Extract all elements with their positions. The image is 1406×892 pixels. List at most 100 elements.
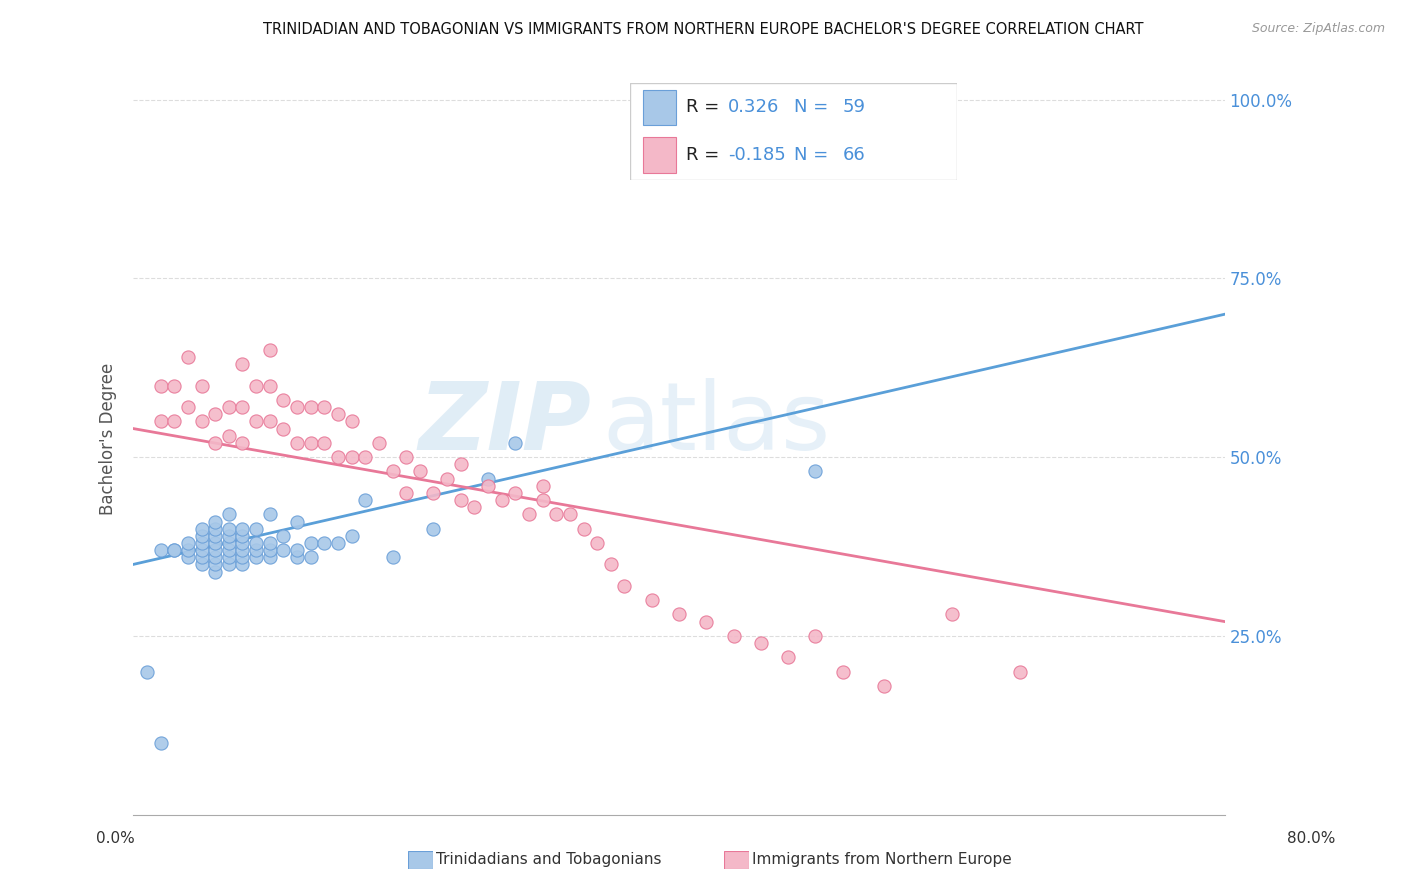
Point <box>395 450 418 465</box>
Point <box>695 615 717 629</box>
Point <box>231 543 253 558</box>
Point <box>450 458 472 472</box>
Point <box>259 414 281 428</box>
Text: 0.0%: 0.0% <box>96 831 135 846</box>
Point <box>231 436 253 450</box>
Point <box>245 536 267 550</box>
Point <box>477 472 499 486</box>
Text: Trinidadians and Tobagonians: Trinidadians and Tobagonians <box>436 853 661 867</box>
Point <box>668 607 690 622</box>
Point <box>381 465 404 479</box>
Point <box>749 636 772 650</box>
Point <box>285 550 308 565</box>
Point <box>477 479 499 493</box>
Point <box>314 400 336 414</box>
Point <box>395 486 418 500</box>
Point <box>163 378 186 392</box>
Point <box>218 529 240 543</box>
Point <box>599 558 621 572</box>
Point <box>190 529 212 543</box>
Point <box>463 500 485 515</box>
Point <box>546 508 568 522</box>
Point <box>177 400 200 414</box>
Point <box>314 436 336 450</box>
Point <box>505 436 527 450</box>
Text: TRINIDADIAN AND TOBAGONIAN VS IMMIGRANTS FROM NORTHERN EUROPE BACHELOR'S DEGREE : TRINIDADIAN AND TOBAGONIAN VS IMMIGRANTS… <box>263 22 1143 37</box>
Point <box>326 407 349 421</box>
Text: 80.0%: 80.0% <box>1288 831 1336 846</box>
Point <box>231 400 253 414</box>
Point <box>204 558 226 572</box>
Point <box>340 414 363 428</box>
Text: ZIP: ZIP <box>419 378 592 470</box>
Point <box>409 465 432 479</box>
Point <box>136 665 159 679</box>
Point <box>259 543 281 558</box>
Point <box>572 522 595 536</box>
Point <box>259 378 281 392</box>
Point <box>204 522 226 536</box>
Point <box>273 543 295 558</box>
Point <box>218 536 240 550</box>
Point <box>218 543 240 558</box>
Point <box>517 508 540 522</box>
Point <box>831 665 853 679</box>
Point <box>163 414 186 428</box>
Point <box>231 536 253 550</box>
Point <box>245 550 267 565</box>
Point <box>204 536 226 550</box>
Point <box>190 414 212 428</box>
Point <box>218 428 240 442</box>
Point <box>177 543 200 558</box>
Point <box>259 536 281 550</box>
Point <box>558 508 581 522</box>
Point <box>285 543 308 558</box>
Point <box>149 543 172 558</box>
Point <box>245 414 267 428</box>
Point <box>231 357 253 371</box>
Text: atlas: atlas <box>603 378 831 470</box>
Point <box>204 565 226 579</box>
Point <box>285 515 308 529</box>
Point <box>177 550 200 565</box>
Point <box>941 607 963 622</box>
Point <box>314 536 336 550</box>
Point <box>231 522 253 536</box>
Point <box>273 392 295 407</box>
Point <box>299 400 322 414</box>
Point <box>218 400 240 414</box>
Point <box>586 536 609 550</box>
Text: Source: ZipAtlas.com: Source: ZipAtlas.com <box>1251 22 1385 36</box>
Point <box>273 421 295 435</box>
Point <box>149 414 172 428</box>
Point <box>299 536 322 550</box>
Point <box>1010 665 1032 679</box>
Point <box>285 436 308 450</box>
Point <box>259 343 281 357</box>
Point <box>340 529 363 543</box>
Point <box>204 529 226 543</box>
Point <box>804 629 827 643</box>
Point <box>273 529 295 543</box>
Point <box>299 550 322 565</box>
Point <box>299 436 322 450</box>
Point <box>231 529 253 543</box>
Point <box>190 558 212 572</box>
Point <box>149 378 172 392</box>
Point <box>531 479 554 493</box>
Point <box>723 629 745 643</box>
Point <box>613 579 636 593</box>
Y-axis label: Bachelor's Degree: Bachelor's Degree <box>100 363 117 516</box>
Point <box>190 522 212 536</box>
Point <box>259 508 281 522</box>
Point <box>204 515 226 529</box>
Point <box>259 550 281 565</box>
Point <box>804 465 827 479</box>
Point <box>326 450 349 465</box>
Point <box>218 522 240 536</box>
Point <box>190 378 212 392</box>
Point <box>204 407 226 421</box>
Point <box>326 536 349 550</box>
Point <box>218 558 240 572</box>
Point <box>340 450 363 465</box>
